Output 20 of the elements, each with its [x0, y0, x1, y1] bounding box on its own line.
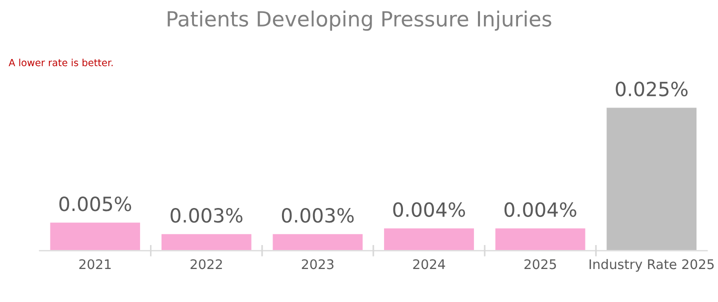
x-tick-label: Industry Rate 2025	[590, 258, 714, 272]
bar	[271, 232, 364, 251]
x-tick-label: 2023	[302, 259, 334, 270]
x-tick-label: 2025	[524, 259, 556, 270]
bar	[160, 232, 253, 251]
data-label: 0.003%	[170, 208, 242, 223]
x-tick-label: 2021	[79, 259, 111, 270]
x-tick-label: 2024	[413, 259, 446, 270]
data-label: 0.003%	[282, 208, 354, 223]
data-label: 0.004%	[393, 202, 466, 217]
chart-title: Patients Developing Pressure Injuries	[168, 10, 552, 31]
bar	[48, 221, 142, 251]
x-tick-label: 2022	[190, 259, 222, 270]
text: A lower rate is better.	[8, 58, 113, 66]
bar	[494, 226, 587, 251]
data-label: 0.005%	[59, 196, 132, 212]
data-label: 0.004%	[504, 202, 576, 217]
bar	[382, 226, 476, 251]
bar	[605, 106, 698, 251]
data-label: 0.025%	[616, 82, 688, 96]
